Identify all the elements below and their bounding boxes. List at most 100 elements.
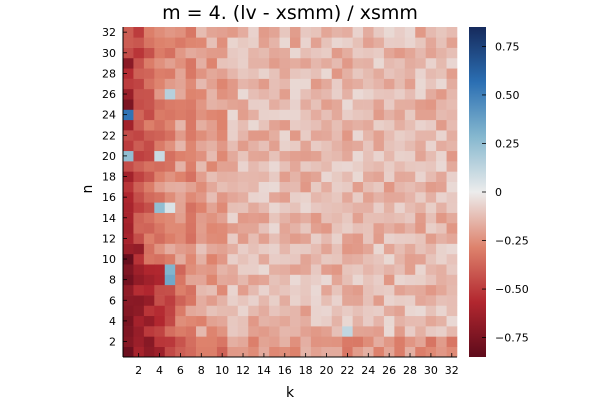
heatmap-cell	[321, 78, 333, 90]
heatmap-cell	[258, 305, 270, 317]
heatmap-cell	[415, 140, 426, 152]
heatmap-cell	[185, 264, 197, 275]
heatmap-cell	[321, 202, 333, 213]
heatmap-cell	[394, 119, 406, 131]
heatmap-cell	[363, 243, 374, 255]
heatmap-cell	[436, 212, 447, 224]
heatmap-cell	[352, 222, 364, 234]
heatmap-cell	[331, 315, 343, 327]
heatmap-cell	[258, 37, 270, 48]
heatmap-cell	[342, 130, 353, 141]
heatmap-cell	[331, 192, 343, 203]
heatmap-cell	[425, 336, 437, 347]
heatmap-cell	[300, 99, 312, 110]
heatmap-cell	[279, 68, 291, 79]
heatmap-cell	[404, 37, 416, 48]
heatmap-cell	[248, 253, 259, 265]
heatmap-cell	[373, 161, 385, 172]
heatmap-cell	[331, 305, 343, 317]
heatmap-cell	[321, 181, 333, 193]
heatmap-cell	[123, 264, 134, 275]
heatmap-cell	[404, 295, 416, 306]
heatmap-cell	[415, 99, 426, 110]
heatmap-cell	[321, 346, 333, 358]
heatmap-cell	[415, 264, 426, 275]
heatmap-cell	[425, 222, 437, 234]
y-tick-label: 22	[102, 129, 116, 142]
heatmap-cell	[425, 202, 437, 213]
heatmap-cell	[321, 109, 333, 121]
heatmap-cell	[269, 192, 280, 203]
heatmap-cell	[185, 315, 197, 327]
heatmap-cell	[425, 47, 437, 59]
heatmap-cell	[216, 192, 228, 203]
heatmap-cell	[143, 161, 155, 172]
y-tick-label: 28	[102, 67, 116, 80]
y-tick-label: 4	[109, 315, 116, 328]
heatmap-cell	[404, 284, 416, 296]
heatmap-cell	[143, 284, 155, 296]
heatmap-cell	[363, 305, 374, 317]
heatmap-cell	[352, 284, 364, 296]
heatmap-cell	[352, 99, 364, 110]
heatmap-cell	[185, 99, 197, 110]
heatmap-cell	[206, 315, 218, 327]
heatmap-cell	[216, 212, 228, 224]
heatmap-cell	[216, 274, 228, 286]
heatmap-cell	[269, 346, 280, 358]
heatmap-cell	[237, 264, 249, 275]
heatmap-cell	[279, 253, 291, 265]
heatmap-cell	[383, 27, 395, 38]
heatmap-cell	[237, 346, 249, 358]
heatmap-cell	[258, 99, 270, 110]
heatmap-cell	[269, 305, 280, 317]
heatmap-cell	[154, 295, 166, 306]
heatmap-cell	[415, 27, 426, 38]
heatmap-cell	[154, 233, 166, 244]
heatmap-cell	[269, 78, 280, 90]
heatmap-cell	[404, 274, 416, 286]
heatmap-cell	[425, 150, 437, 162]
heatmap-cell	[269, 140, 280, 152]
heatmap-cell	[321, 233, 333, 244]
heatmap-cell	[269, 171, 280, 182]
heatmap-cell	[154, 284, 166, 296]
heatmap-cell	[425, 243, 437, 255]
heatmap-cell	[185, 37, 197, 48]
heatmap-cell	[164, 243, 176, 255]
heatmap-cell	[383, 47, 395, 59]
heatmap-cell	[143, 336, 155, 347]
heatmap-cell	[206, 47, 218, 59]
heatmap-cell	[373, 27, 385, 38]
heatmap-cell	[446, 295, 458, 306]
heatmap-cell	[258, 253, 270, 265]
heatmap-cell	[310, 109, 322, 121]
heatmap-cell	[352, 326, 364, 337]
heatmap-cell	[331, 109, 343, 121]
heatmap-cell	[383, 264, 395, 275]
heatmap-cell	[269, 150, 280, 162]
heatmap-cell	[206, 346, 218, 358]
heatmap-cell	[363, 264, 374, 275]
heatmap-cell	[269, 181, 280, 193]
heatmap-cell	[216, 37, 228, 48]
heatmap-cell	[269, 284, 280, 296]
heatmap-cell	[206, 161, 218, 172]
heatmap-cell	[164, 326, 176, 337]
heatmap-cell	[436, 222, 447, 234]
heatmap-cell	[175, 295, 186, 306]
heatmap-cell	[123, 212, 134, 224]
heatmap-cell	[352, 27, 364, 38]
heatmap-cell	[363, 295, 374, 306]
heatmap-cell	[321, 222, 333, 234]
heatmap-cell	[143, 346, 155, 358]
heatmap-cell	[290, 253, 301, 265]
heatmap-cell	[237, 27, 249, 38]
heatmap-cell	[143, 315, 155, 327]
heatmap-cell	[216, 295, 228, 306]
heatmap-cell	[310, 161, 322, 172]
heatmap-cell	[206, 202, 218, 213]
heatmap-cell	[310, 305, 322, 317]
heatmap-cell	[269, 119, 280, 131]
heatmap-cell	[196, 222, 207, 234]
